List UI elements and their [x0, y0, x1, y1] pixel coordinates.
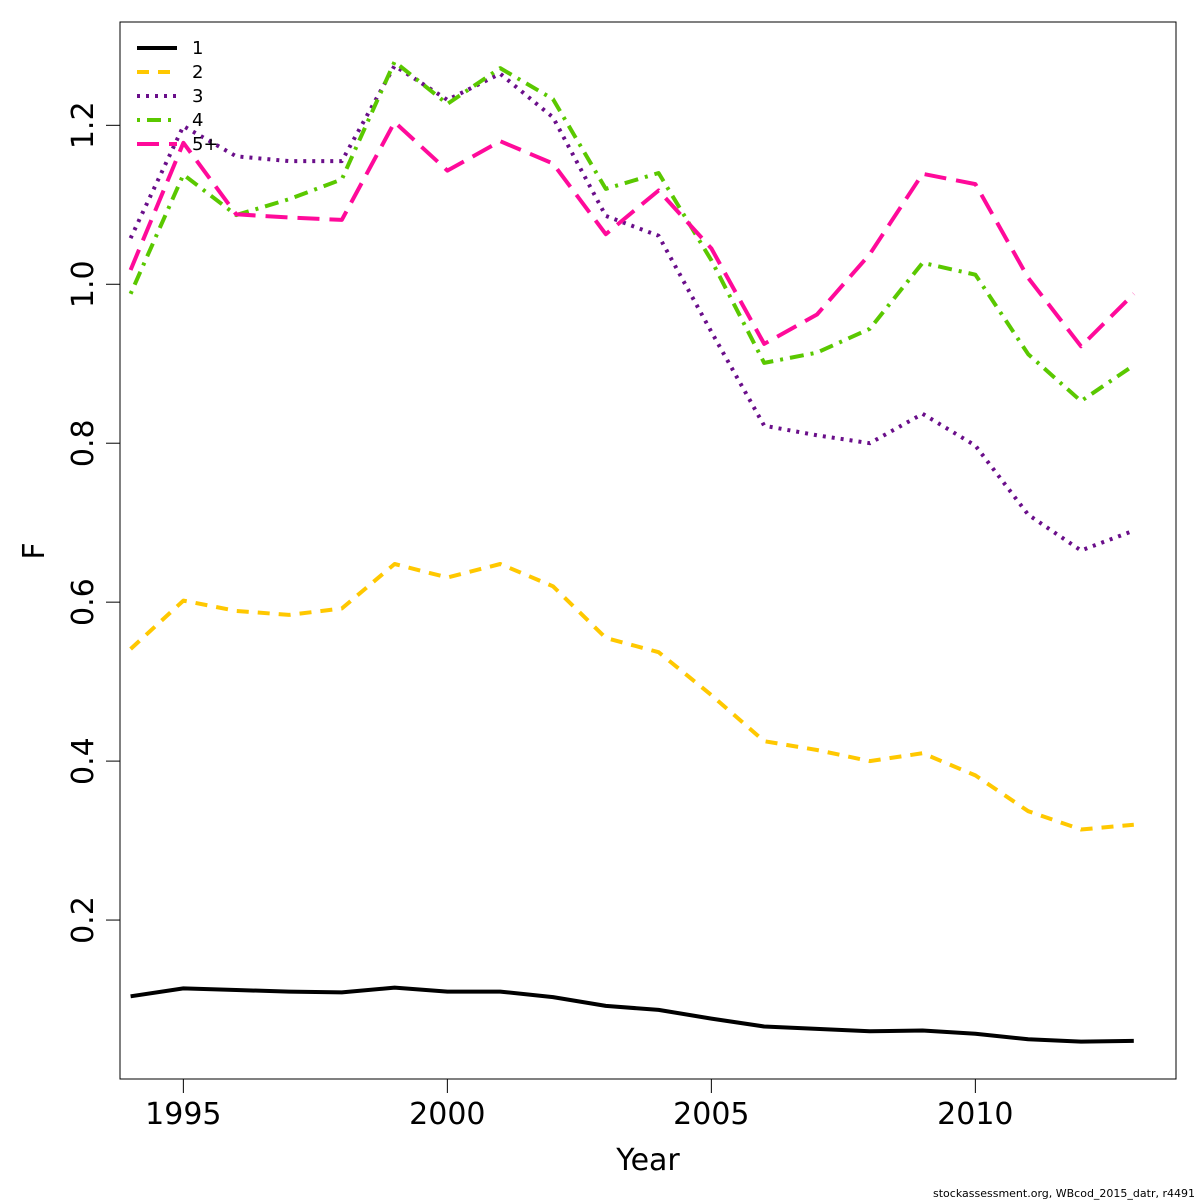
- x-tick-label: 2010: [937, 1097, 1013, 1132]
- y-tick-label: 0.4: [66, 737, 101, 785]
- y-tick-label: 1.2: [66, 101, 101, 149]
- plot-frame: [119, 21, 1177, 1080]
- series-line-2: [129, 562, 1134, 832]
- x-axis: 1995 2000 2005 2010: [145, 1079, 1014, 1132]
- legend: 1 2 3 4 5+: [137, 38, 219, 155]
- legend-label-3: 3: [192, 86, 203, 107]
- series-line-5: [128, 120, 1136, 349]
- series-layer: [128, 59, 1136, 1044]
- legend-label-4: 4: [192, 110, 203, 131]
- series-line-4: [128, 59, 1135, 404]
- y-tick-label: 0.6: [66, 578, 101, 626]
- y-tick-label: 0.2: [66, 896, 101, 944]
- x-tick-label: 2005: [673, 1097, 749, 1132]
- x-axis-title: Year: [615, 1143, 680, 1178]
- x-tick-label: 2000: [409, 1097, 485, 1132]
- legend-label-1: 1: [192, 38, 203, 59]
- series-line-1: [130, 985, 1134, 1044]
- legend-label-2: 2: [192, 62, 203, 83]
- series-line-3: [128, 63, 1135, 553]
- legend-label-5: 5+: [192, 134, 219, 155]
- y-tick-label: 0.8: [66, 419, 101, 467]
- y-axis: 0.2 0.4 0.6 0.8 1.0 1.2: [66, 101, 120, 944]
- y-axis-title: F: [17, 542, 52, 559]
- y-tick-label: 1.0: [66, 260, 101, 308]
- footnote: stockassessment.org, WBcod_2015_datr, r4…: [933, 1187, 1195, 1200]
- x-tick-label: 1995: [145, 1097, 221, 1132]
